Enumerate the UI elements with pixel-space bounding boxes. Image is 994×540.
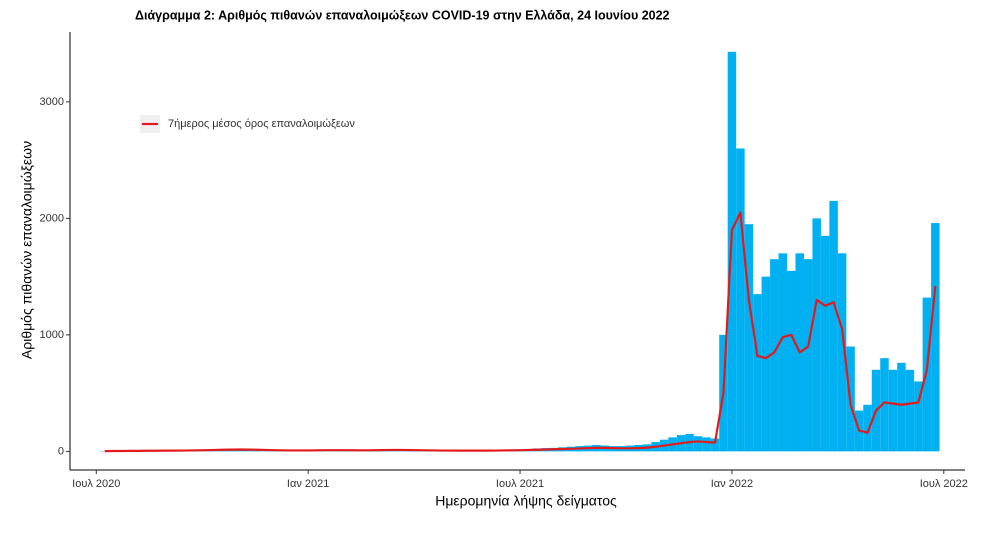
y-axis-title: Αριθμός πιθανών επαναλοιμώξεων [19,141,35,359]
bar [812,218,821,452]
x-tick-label: Ιουλ 2022 [920,478,968,490]
bar [710,438,720,452]
bar [787,270,796,452]
bar [753,294,762,452]
x-tick-label: Ιουλ 2020 [72,478,120,490]
x-tick-label: Ιαν 2022 [711,478,753,490]
bar [922,297,932,452]
bar [744,224,754,452]
y-tick-label: 1000 [40,329,64,341]
bar [931,223,940,452]
x-tick-label: Ιαν 2021 [287,478,329,490]
bar [837,253,847,452]
bar [770,259,779,452]
y-tick-label: 0 [58,445,64,457]
bar [905,369,915,452]
bar [829,200,838,452]
bar [888,369,898,452]
average-line [104,211,937,453]
bar [880,358,889,452]
bar [820,235,830,452]
bar [736,148,745,452]
bar [778,253,788,452]
bar [897,362,906,452]
y-tick-label: 3000 [40,96,64,108]
chart-title: Διάγραμμα 2: Αριθμός πιθανών επαναλοιμώξ… [135,8,670,22]
x-axis-title: Ημερομηνία λήψης δείγματος [435,493,617,509]
bar [914,381,923,452]
x-tick-label: Ιουλ 2021 [496,478,544,490]
bar [727,51,737,452]
bar [693,436,703,452]
legend-label: 7ήμερος μέσος όρος επαναλοιμώξεων [168,118,355,130]
bar [702,437,711,452]
y-tick-label: 2000 [40,212,64,224]
bar [803,259,813,452]
bar [863,404,872,452]
bar [761,276,771,452]
